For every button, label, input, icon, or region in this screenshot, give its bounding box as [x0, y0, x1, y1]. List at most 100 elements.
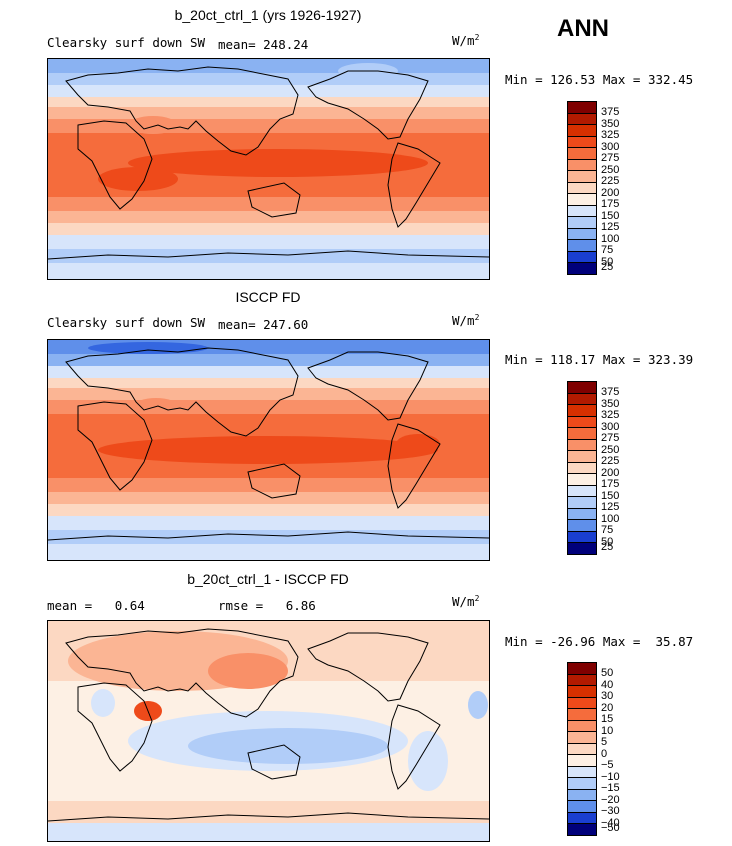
band: [48, 235, 489, 249]
colorbar-tick: −15: [601, 782, 620, 794]
panel3-field-plot: [48, 621, 489, 841]
band: [48, 249, 489, 263]
band: [48, 492, 489, 504]
panel2-units: W/m2: [452, 313, 480, 329]
panel1-units: W/m2: [452, 33, 480, 49]
colorbar-swatch: [568, 789, 596, 801]
band: [48, 544, 489, 560]
colorbar-swatch: [568, 205, 596, 217]
colorbar-tick: 75: [601, 524, 614, 536]
colorbar-swatch: [568, 263, 596, 274]
panel3-units: W/m2: [452, 594, 480, 610]
panel2-minmax: Min = 118.17 Max = 323.39: [505, 352, 694, 367]
colorbar-tick: 325: [601, 129, 620, 141]
band: [48, 478, 489, 492]
region: [408, 731, 448, 791]
colorbar-swatch: [568, 113, 596, 125]
colorbar-swatch: [568, 439, 596, 451]
colorbar-swatch: [568, 462, 596, 474]
colorbar-tick: 350: [601, 397, 620, 410]
colorbar-swatch: [568, 531, 596, 543]
colorbar-swatch: [568, 194, 596, 206]
colorbar-tick: −20: [601, 793, 620, 806]
colorbar-swatch: [568, 159, 596, 171]
colorbar-swatch: [568, 497, 596, 509]
max-region: [396, 434, 440, 454]
colorbar-tick: 250: [601, 443, 620, 456]
colorbar-tick: 275: [601, 152, 620, 164]
colorbar-swatch: [568, 778, 596, 790]
panel1-map: [47, 58, 490, 280]
colorbar-swatch: [568, 393, 596, 405]
panel1-field-plot: [48, 59, 489, 279]
colorbar-swatch: [568, 102, 596, 114]
colorbar-tick: 200: [601, 186, 620, 199]
colorbar-tick: 375: [601, 106, 620, 118]
coastlines: [48, 628, 489, 822]
panel3-minmax: Min = -26.96 Max = 35.87: [505, 634, 694, 649]
band: [48, 59, 489, 73]
panel3-mean: mean = 0.64: [47, 598, 145, 613]
colorbar-swatch: [568, 824, 596, 835]
colorbar-swatch: [568, 485, 596, 497]
region: [48, 801, 489, 823]
colorbar-tick: 150: [601, 489, 620, 502]
colorbar-tick: 300: [601, 420, 620, 433]
colorbar-swatch: [568, 686, 596, 698]
panel2-title: ISCCP FD: [235, 289, 301, 305]
region: [48, 823, 489, 841]
colorbar-tick: 350: [601, 117, 620, 130]
colorbar-tick: 50: [601, 255, 614, 268]
colorbar-tick: −40: [601, 816, 620, 829]
colorbar-swatch: [568, 125, 596, 137]
panel1-mean: mean= 248.24: [218, 37, 309, 52]
max-region: [98, 167, 178, 191]
colorbar-tick: −5: [601, 759, 614, 771]
colorbar-tick: 175: [601, 478, 620, 490]
colorbar-tick: 125: [601, 501, 620, 513]
colorbar-swatch: [568, 474, 596, 486]
band: [48, 516, 489, 530]
colorbar-tick: 375: [601, 386, 620, 398]
max-region: [128, 149, 428, 177]
colorbar-swatch: [568, 508, 596, 520]
colorbar-swatch: [568, 251, 596, 263]
panel1-minmax: Min = 126.53 Max = 332.45: [505, 72, 694, 87]
colorbar-swatch: [568, 148, 596, 160]
colorbar-tick: 225: [601, 455, 620, 467]
band: [48, 197, 489, 211]
panel1-variable: Clearsky surf down SW: [47, 35, 206, 50]
band: [48, 378, 489, 388]
max-region: [88, 342, 208, 354]
colorbar-swatch: [568, 755, 596, 767]
colorbar-tick: 250: [601, 163, 620, 176]
colorbar-tick: −50: [601, 822, 620, 834]
band: [48, 107, 489, 119]
colorbar-tick: 5: [601, 736, 608, 748]
region: [208, 653, 288, 689]
colorbar-tick: 15: [601, 713, 614, 725]
colorbar-tick: 50: [601, 535, 614, 548]
colorbar-swatch: [568, 405, 596, 417]
colorbar-swatch: [568, 766, 596, 778]
colorbar-swatch: [568, 520, 596, 532]
colorbar-tick: 300: [601, 140, 620, 153]
panel2-colorbar: [567, 381, 597, 555]
colorbar-swatch: [568, 382, 596, 394]
band: [48, 388, 489, 400]
colorbar-swatch: [568, 182, 596, 194]
colorbar-swatch: [568, 801, 596, 813]
colorbar-swatch: [568, 171, 596, 183]
panel3-colorbar: [567, 662, 597, 836]
colorbar-tick: 40: [601, 678, 614, 691]
band: [48, 263, 489, 279]
region: [468, 691, 488, 719]
band: [48, 530, 489, 544]
panel2-mean: mean= 247.60: [218, 317, 309, 332]
band: [48, 223, 489, 235]
region: [188, 728, 388, 764]
panel1-colorbar: [567, 101, 597, 275]
colorbar-tick: 25: [601, 541, 614, 553]
colorbar-tick: 30: [601, 690, 614, 702]
colorbar-swatch: [568, 663, 596, 675]
